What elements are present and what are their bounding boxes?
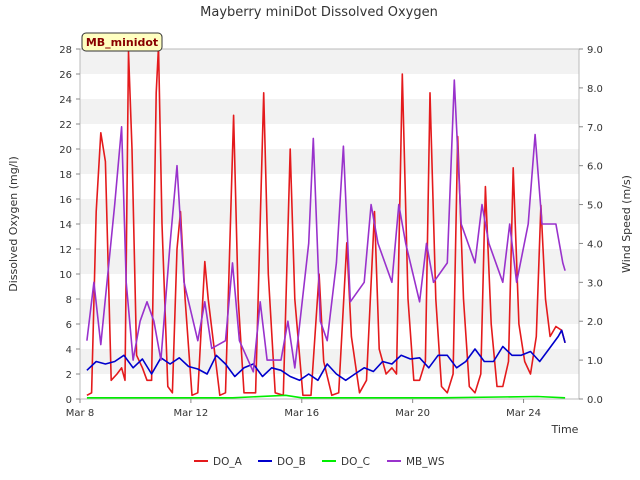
y-tick-label: 12: [59, 245, 72, 256]
y-tick-label: 20: [59, 145, 72, 156]
x-tick-label: Mar 24: [506, 408, 541, 419]
x-tick-label: Mar 16: [284, 408, 319, 419]
grid-band: [80, 149, 579, 174]
grid-band: [80, 199, 579, 224]
site-label: MB_minidot: [86, 36, 158, 49]
y-tick-label: 8: [66, 295, 72, 306]
x-axis-ticks: Mar 8 Mar 12 Mar 16 Mar 20 Mar 24: [66, 399, 541, 419]
series-line-do-c: [86, 394, 566, 399]
y2-tick-label: 8.0: [587, 84, 603, 95]
y-tick-label: 18: [59, 170, 72, 181]
series-line-do-a: [86, 45, 566, 397]
grid-bands: [80, 49, 579, 374]
y-tick-label: 4: [66, 345, 72, 356]
y2-axis-ticks: 0.0 1.0 2.0 3.0 4.0 5.0 6.0 7.0 8.0 9.0: [579, 45, 603, 406]
y-tick-label: 10: [59, 270, 72, 281]
y-tick-label: 16: [59, 195, 72, 206]
grid-band: [80, 99, 579, 124]
y2-tick-label: 6.0: [587, 162, 603, 173]
y2-tick-label: 7.0: [587, 123, 603, 134]
y2-tick-label: 0.0: [587, 395, 603, 406]
series-line-do-b: [86, 329, 566, 382]
y-tick-label: 22: [59, 120, 72, 131]
y-tick-label: 24: [59, 95, 72, 106]
site-label-box: MB_minidot: [81, 32, 163, 52]
y2-tick-label: 4.0: [587, 239, 603, 250]
grid-band: [80, 349, 579, 374]
y-tick-label: 26: [59, 70, 72, 81]
series-lines: [86, 45, 566, 399]
y2-tick-label: 1.0: [587, 356, 603, 367]
legend-label: DO_B: [277, 456, 306, 468]
x-tick-label: Mar 12: [173, 408, 208, 419]
x-tick-label: Mar 20: [395, 408, 430, 419]
y-tick-label: 6: [66, 320, 72, 331]
y2-tick-label: 2.0: [587, 317, 603, 328]
y-tick-label: 14: [59, 220, 72, 231]
y2-tick-label: 9.0: [587, 45, 603, 56]
legend-label: MB_WS: [406, 456, 445, 468]
y2-tick-label: 3.0: [587, 278, 603, 289]
legend-label: DO_A: [213, 456, 243, 468]
x-tick-label: Mar 8: [66, 408, 94, 419]
y-tick-label: 0: [66, 395, 72, 406]
chart-title: Mayberry miniDot Dissolved Oxygen: [200, 5, 438, 20]
y-tick-label: 28: [59, 45, 72, 56]
legend: DO_A DO_B DO_C MB_WS: [194, 456, 445, 468]
y-tick-label: 2: [66, 370, 72, 381]
y2-tick-label: 5.0: [587, 201, 603, 212]
y2-axis-label: Wind Speed (m/s): [620, 175, 633, 273]
y-axis-label: Dissolved Oxygen (mg/l): [7, 156, 20, 291]
series-line-mb-ws: [86, 79, 566, 373]
legend-label: DO_C: [341, 456, 370, 468]
x-axis-label: Time: [551, 423, 579, 436]
grid-band: [80, 49, 579, 74]
